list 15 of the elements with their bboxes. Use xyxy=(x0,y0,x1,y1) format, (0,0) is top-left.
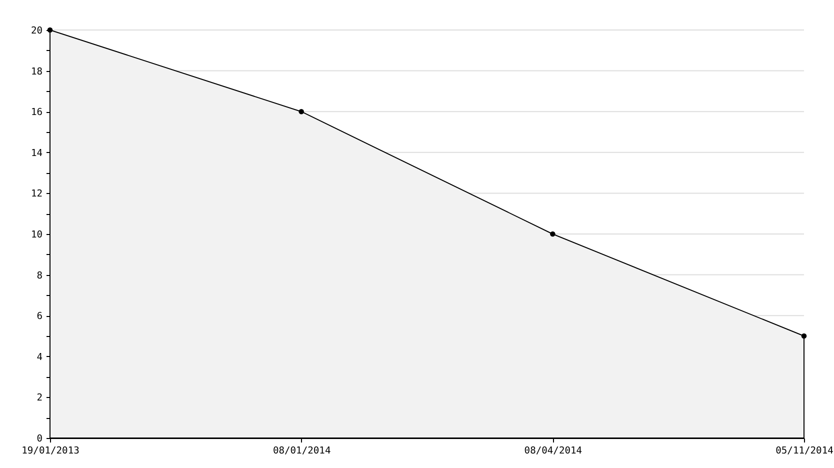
x-tick-label: 19/01/2013 xyxy=(22,446,80,456)
y-tick-label: 20 xyxy=(30,26,43,36)
y-tick-label: 6 xyxy=(36,311,43,322)
x-tick-label: 05/11/2014 xyxy=(776,446,834,456)
y-tick-label: 18 xyxy=(30,66,43,78)
y-tick-label: 14 xyxy=(30,148,43,159)
y-tick-label: 0 xyxy=(36,434,43,444)
y-tick-label: 4 xyxy=(36,352,43,363)
x-tick-label: 08/01/2014 xyxy=(272,446,331,456)
x-tick-label: 08/04/2014 xyxy=(524,446,582,456)
y-tick-label: 12 xyxy=(30,188,42,200)
y-tick-label: 10 xyxy=(30,230,43,240)
y-tick-label: 2 xyxy=(36,392,42,404)
y-tick-label: 8 xyxy=(36,270,43,282)
y-tick-label: 16 xyxy=(30,107,43,118)
